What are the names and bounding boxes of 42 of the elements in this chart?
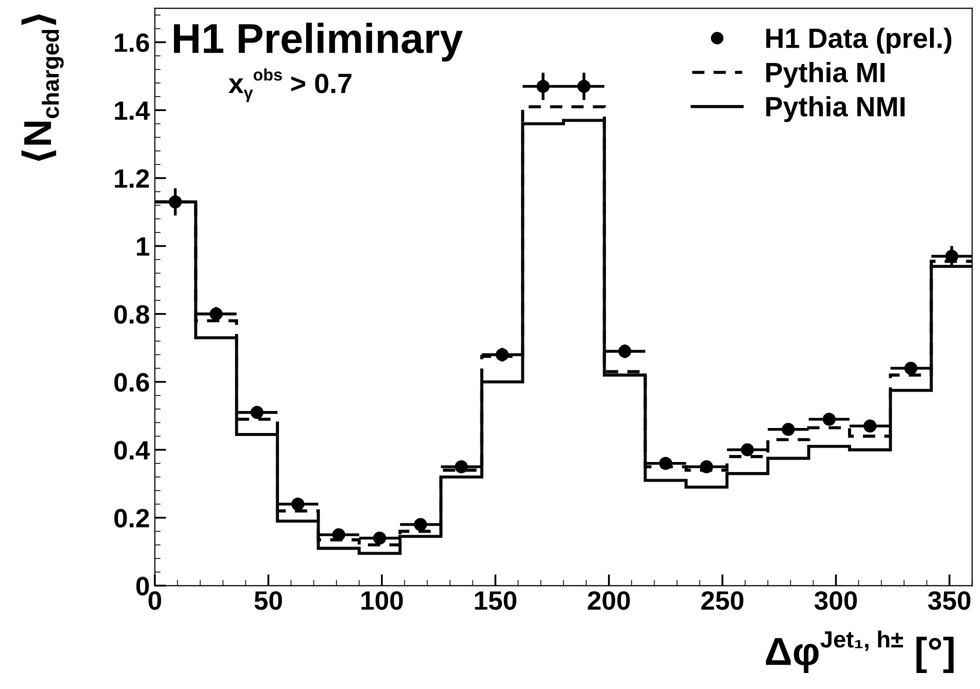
point — [168, 195, 182, 208]
point — [332, 528, 346, 542]
legend-label: H1 Data (prel.) — [766, 28, 952, 54]
y-tick-label: 1.2 — [114, 169, 149, 188]
x-tick-label: 150 — [475, 591, 516, 610]
point — [740, 443, 754, 456]
y-tick-label: 1.6 — [114, 33, 150, 52]
point — [904, 362, 918, 375]
x-tick-label: 250 — [701, 591, 744, 610]
x-tick-label: 50 — [254, 591, 282, 610]
chart-title: H1 Preliminary — [174, 22, 463, 62]
y-axis-title: ⟨Ncharged⟩ — [21, 14, 64, 161]
x-tick-label: 300 — [814, 591, 857, 610]
y-tick-label: 0.2 — [114, 508, 149, 528]
point — [700, 460, 714, 474]
x-tick-label: 350 — [928, 591, 970, 610]
point — [291, 498, 304, 511]
point — [782, 422, 795, 436]
point — [414, 518, 427, 532]
point — [373, 532, 386, 545]
point — [822, 412, 836, 426]
point — [210, 307, 223, 320]
y-tick-label: 0.8 — [114, 305, 150, 324]
point — [863, 420, 876, 433]
y-tick-label: 1 — [136, 237, 150, 256]
y-tick-label: 0 — [136, 576, 149, 596]
x-tick-label: 200 — [588, 591, 630, 610]
y-tick-label: 0.6 — [114, 373, 150, 392]
legend-label: Pythia NMI — [766, 96, 905, 122]
point — [496, 348, 509, 362]
point — [577, 80, 590, 93]
point — [659, 456, 672, 470]
y-tick-label: 0.4 — [114, 440, 150, 460]
point — [250, 406, 264, 419]
point — [618, 344, 632, 358]
point — [454, 460, 468, 474]
legend-label: Pythia MI — [766, 62, 884, 88]
x-tick-label: 100 — [362, 591, 403, 610]
x-tick-label: 0 — [148, 591, 162, 610]
annotation: xγobs > 0.7 — [228, 68, 352, 102]
y-tick-label: 1.4 — [114, 102, 150, 120]
point — [536, 80, 550, 93]
